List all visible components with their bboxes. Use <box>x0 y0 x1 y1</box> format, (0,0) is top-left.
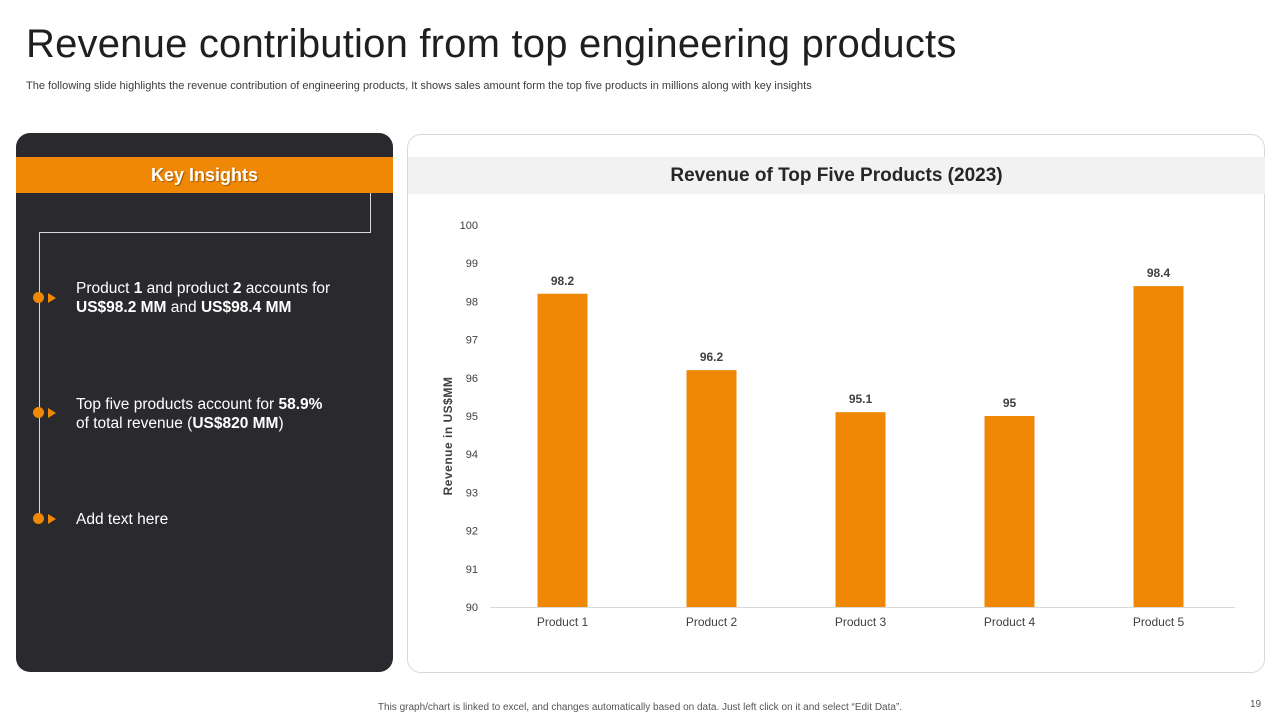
data-label: 98.4 <box>1147 266 1171 280</box>
x-tick-label: Product 4 <box>984 615 1036 629</box>
y-tick-label: 92 <box>466 526 478 538</box>
y-tick-label: 95 <box>466 411 478 423</box>
y-tick-label: 99 <box>466 258 478 270</box>
insight-item-1: Product 1 and product 2 accounts for US$… <box>76 280 331 316</box>
dot-icon <box>33 292 44 303</box>
bullet-marker <box>33 407 56 418</box>
dot-icon <box>33 407 44 418</box>
bullet-marker <box>33 513 56 524</box>
y-tick-label: 94 <box>466 449 478 461</box>
footer-note: This graph/chart is linked to excel, and… <box>377 702 903 713</box>
slide-title: Revenue contribution from top engineerin… <box>26 22 957 66</box>
data-label: 95 <box>1003 396 1017 410</box>
data-label: 96.2 <box>700 350 724 364</box>
y-tick-label: 93 <box>466 487 478 499</box>
arrow-right-icon <box>48 407 56 418</box>
insight-item-2: Top five products account for 58.9% of t… <box>76 396 323 432</box>
insights-header: Key Insights <box>16 157 393 193</box>
y-tick-label: 96 <box>466 373 478 385</box>
data-label: 95.1 <box>849 392 873 406</box>
insights-panel <box>16 133 393 672</box>
bar <box>537 293 588 607</box>
bar <box>835 412 886 607</box>
x-tick-label: Product 3 <box>835 615 887 629</box>
y-tick-label: 91 <box>466 564 478 576</box>
bar <box>686 370 737 607</box>
chart-title: Revenue of Top Five Products (2023) <box>408 157 1265 194</box>
bar <box>1133 286 1184 607</box>
y-axis-label: Revenue in US$MM <box>441 377 455 496</box>
y-tick-label: 100 <box>460 220 478 232</box>
bar <box>984 416 1035 607</box>
slide-subtitle: The following slide highlights the reven… <box>26 80 812 92</box>
connector-line <box>39 232 371 233</box>
data-label: 98.2 <box>551 274 575 288</box>
bullet-marker <box>33 292 56 303</box>
insight-item-3: Add text here <box>76 511 169 528</box>
x-tick-label: Product 2 <box>686 615 738 629</box>
arrow-right-icon <box>48 513 56 524</box>
x-tick-label: Product 1 <box>537 615 589 629</box>
connector-line <box>370 193 371 232</box>
page-number: 19 <box>1250 699 1262 710</box>
y-tick-label: 98 <box>466 296 478 308</box>
arrow-right-icon <box>48 292 56 303</box>
dot-icon <box>33 513 44 524</box>
timeline-line <box>39 232 40 520</box>
y-tick-label: 97 <box>466 335 478 347</box>
x-tick-label: Product 5 <box>1133 615 1185 629</box>
y-tick-label: 90 <box>466 602 478 614</box>
